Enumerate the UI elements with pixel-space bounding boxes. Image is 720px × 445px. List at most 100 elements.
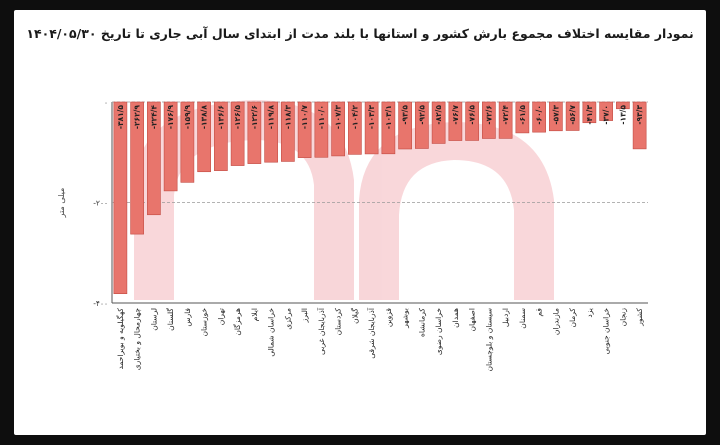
category-label: آذربایجان شرقی xyxy=(366,307,376,359)
bar-value-label: -۱۲۲/۶ xyxy=(250,105,259,129)
category-label: کرمانشاه xyxy=(417,308,426,337)
bar-value-label: -۴۱/۳ xyxy=(585,105,594,125)
bar xyxy=(565,101,580,131)
category-label: کشور xyxy=(635,308,644,327)
category-label: قم xyxy=(535,308,544,317)
y-tick-label: -۴۰۰ xyxy=(93,299,108,308)
bar-value-label: -۹۳/۵ xyxy=(401,105,410,125)
bar xyxy=(297,101,312,158)
y-tick-label: ۰ xyxy=(104,98,108,107)
bar xyxy=(465,101,479,141)
bar xyxy=(381,101,396,155)
bar xyxy=(616,101,630,110)
bar-value-label: -۸۲/۵ xyxy=(434,105,443,125)
bar xyxy=(549,101,563,132)
category-label: سمنان xyxy=(518,308,527,329)
bar xyxy=(264,101,278,163)
bar xyxy=(364,101,379,155)
bar-value-label: -۶۱/۵ xyxy=(518,105,527,125)
bar-value-label: -۱۱۰/۰ xyxy=(317,105,326,129)
bar xyxy=(348,101,362,155)
value-labels: -۳۸۱/۵ -۲۶۲/۹ -۲۲۴/۴ -۱۷۶/۹ -۱۵۹/۹ -۱۳۸/۸ -۱۳۶… xyxy=(116,105,644,130)
bar-value-label: -۱۳۶/۶ xyxy=(216,105,225,129)
bar-value-label: -۱۷۶/۹ xyxy=(166,105,175,130)
y-axis-label: میلی متر xyxy=(57,188,66,219)
category-label: آذربایجان غربی xyxy=(316,307,326,355)
category-label: خراسان رضوی xyxy=(434,308,443,355)
bar-value-label: -۱۲۶/۵ xyxy=(233,105,242,130)
category-label: لرستان xyxy=(149,308,158,331)
category-label: قزوین xyxy=(384,308,393,328)
category-label: گلستان xyxy=(166,308,175,331)
axes: ۰ -۲۰۰ -۴۰۰ xyxy=(93,98,648,308)
category-label: خوزستان xyxy=(200,308,209,337)
category-label: اصفهان xyxy=(468,308,477,332)
bar xyxy=(415,101,429,149)
category-label: کرمان xyxy=(568,308,577,328)
bar-value-label: -۶۰/۰ xyxy=(535,105,544,125)
bar xyxy=(515,101,530,134)
bar xyxy=(498,101,513,139)
category-label: سیستان و بلوچستان xyxy=(484,308,493,372)
bar xyxy=(314,101,329,158)
bar-value-label: -۱۵۹/۹ xyxy=(183,105,192,130)
bar xyxy=(532,101,546,133)
bar-value-label: -۱۱۸/۳ xyxy=(283,105,292,130)
category-labels: کهگیلویه و بویراحمد چهارمحال و بختیاری لرس… xyxy=(116,307,644,371)
bar-value-label: -۹۲/۵ xyxy=(417,105,426,125)
bar-value-label: -۱۳/۵ xyxy=(618,105,627,125)
bar-value-label: -۳۸۱/۵ xyxy=(116,105,125,130)
bar-value-label: -۱۱۰/۷ xyxy=(300,105,309,130)
bar-value-label: -۱۰۳/۳ xyxy=(367,105,376,130)
y-tick-label: -۲۰۰ xyxy=(93,199,108,208)
bar-value-label: -۱۰۳/۱ xyxy=(384,105,393,129)
bar-value-label: -۵۷/۳ xyxy=(551,105,560,125)
category-label: ایلام xyxy=(250,308,259,321)
chart-paper: نمودار مقایسه اختلاف مجموع بارش کشور و ا… xyxy=(14,10,706,435)
bar-chart: ۰ -۲۰۰ -۴۰۰ -۳۸۱/۵ -۲۶۲/۹ -۲۲۴/۴ -۱۷۶/۹ -۱۵۹/۹… xyxy=(57,98,648,372)
bars xyxy=(113,101,647,295)
category-label: زنجان xyxy=(618,308,627,327)
category-label: فارس xyxy=(183,308,192,327)
bar xyxy=(113,101,128,295)
bar-value-label: -۷۲/۴ xyxy=(501,105,510,125)
bar xyxy=(331,101,345,157)
bar xyxy=(130,101,144,235)
bar xyxy=(180,101,195,183)
bar xyxy=(197,101,211,173)
category-label: هرمزگان xyxy=(233,308,242,336)
category-label: تهران xyxy=(216,308,225,325)
bar xyxy=(448,101,463,141)
bar-value-label: -۵۶/۷ xyxy=(568,105,577,125)
bar-value-label: -۹۳/۳ xyxy=(635,105,644,125)
chart-title: نمودار مقایسه اختلاف مجموع بارش کشور و ا… xyxy=(26,26,694,41)
bar-value-label: -۳۷/۰ xyxy=(602,105,611,125)
category-label: چهارمحال و بختیاری xyxy=(133,308,142,371)
category-label: البرز xyxy=(300,308,309,323)
bar-value-label: -۷۶/۵ xyxy=(468,105,477,125)
category-label: همدان xyxy=(451,308,460,328)
bar xyxy=(147,101,161,216)
bar xyxy=(431,101,446,144)
category-label: اردبیل xyxy=(501,308,510,327)
bar xyxy=(398,101,412,150)
category-label: گیلان xyxy=(350,308,359,324)
bar xyxy=(247,101,262,164)
category-label: مازندران xyxy=(551,308,560,335)
bar-value-label: -۷۲/۶ xyxy=(484,105,493,125)
bar xyxy=(230,101,245,166)
bar xyxy=(632,101,647,150)
bar xyxy=(281,101,295,162)
bar-value-label: -۱۰۷/۳ xyxy=(334,105,343,130)
category-label: کردستان xyxy=(334,308,343,336)
bar xyxy=(163,101,178,192)
bar-value-label: -۱۱۹/۸ xyxy=(267,105,276,130)
category-label: کهگیلویه و بویراحمد xyxy=(116,308,125,370)
bar-value-label: -۷۶/۷ xyxy=(451,105,460,125)
bar-value-label: -۱۳۸/۸ xyxy=(200,105,209,130)
bar-value-label: -۱۰۴/۲ xyxy=(350,105,359,130)
bar xyxy=(482,101,496,139)
bar-value-label: -۲۲۴/۴ xyxy=(149,105,158,130)
bar xyxy=(214,101,228,171)
category-label: بوشهر xyxy=(401,308,410,329)
